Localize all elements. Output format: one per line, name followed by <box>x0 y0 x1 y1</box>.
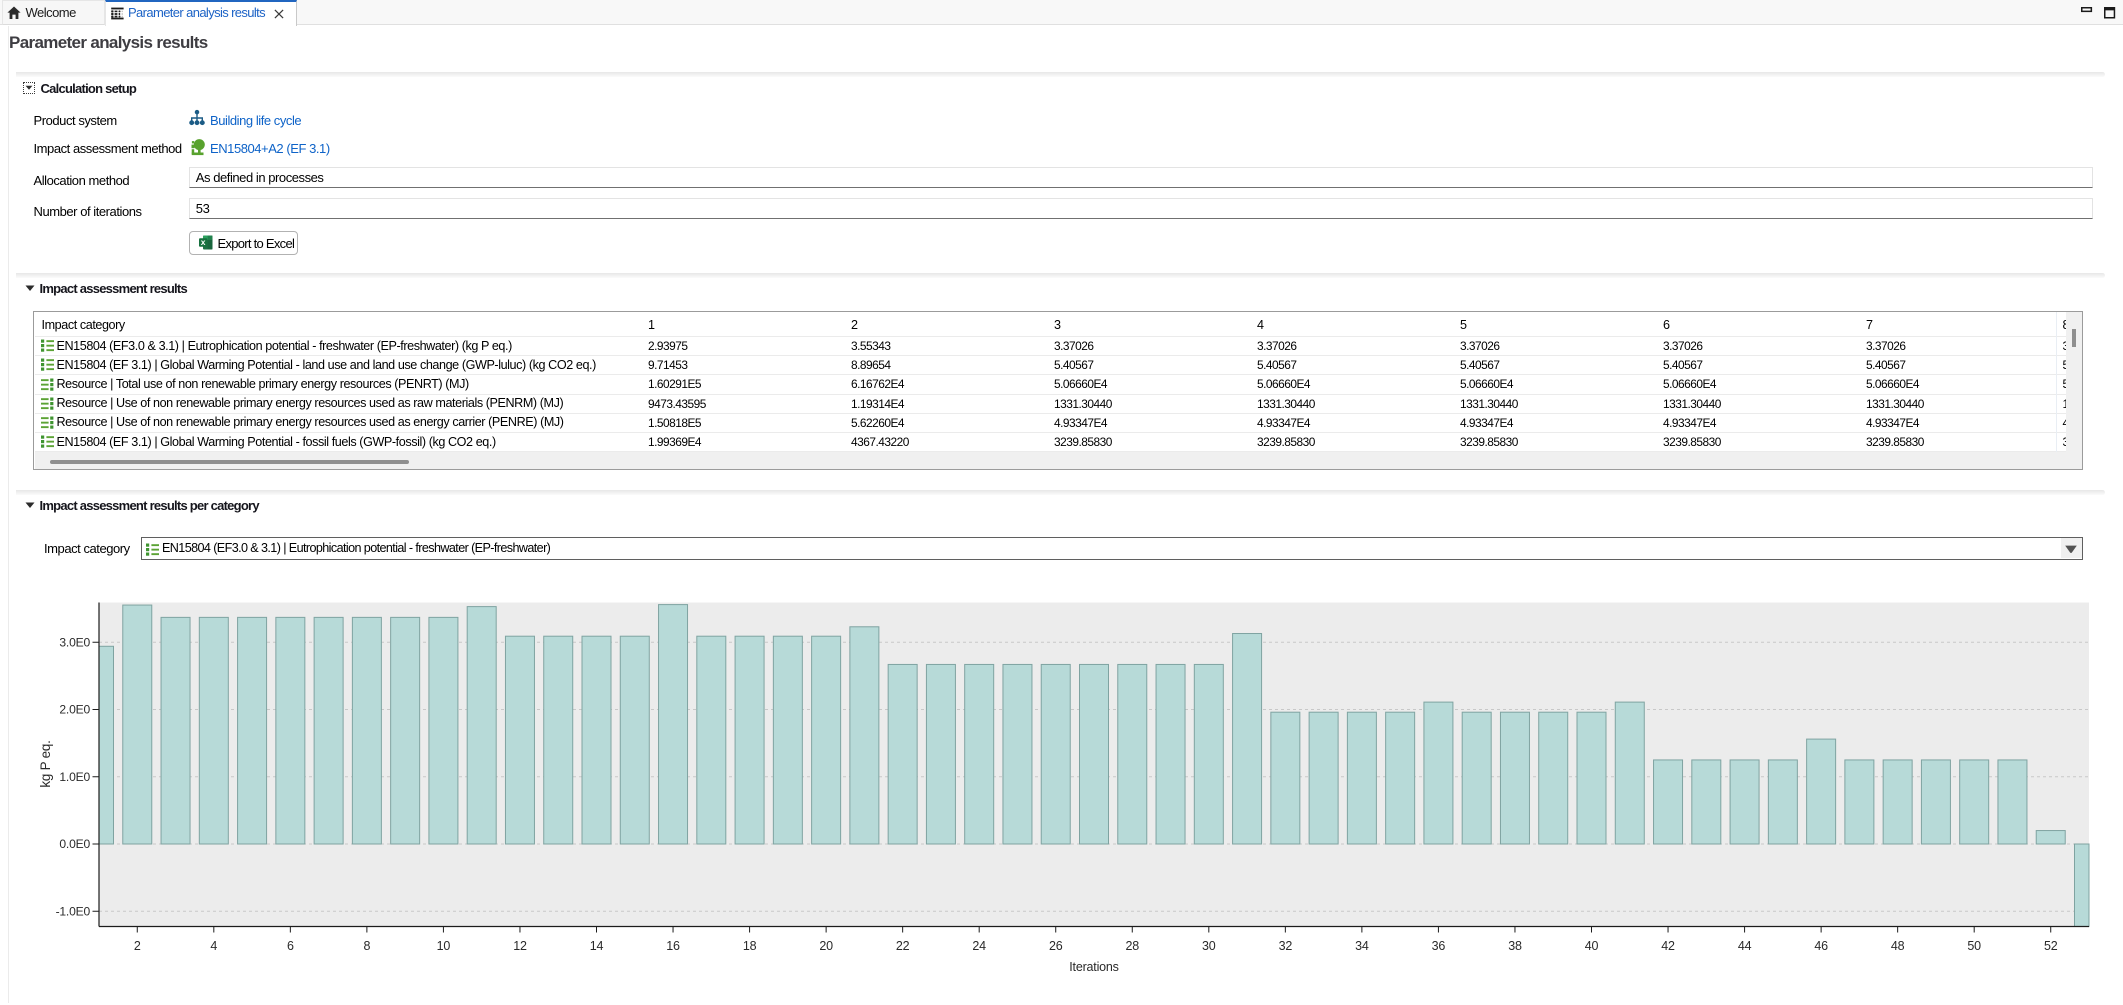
svg-text:22: 22 <box>896 939 910 953</box>
svg-text:6: 6 <box>287 939 294 953</box>
svg-text:44: 44 <box>1738 939 1752 953</box>
svg-text:x: x <box>201 237 206 247</box>
svg-text:50: 50 <box>1967 939 1981 953</box>
svg-text:48: 48 <box>1891 939 1905 953</box>
svg-text:30: 30 <box>1202 939 1216 953</box>
svg-text:34: 34 <box>1355 939 1369 953</box>
svg-text:28: 28 <box>1126 939 1140 953</box>
svg-text:kg P eq.: kg P eq. <box>38 740 53 787</box>
svg-text:1.0E0: 1.0E0 <box>59 770 90 784</box>
svg-text:52: 52 <box>2044 939 2058 953</box>
svg-text:40: 40 <box>1585 939 1599 953</box>
svg-text:Iterations: Iterations <box>1069 960 1118 974</box>
svg-text:0.0E0: 0.0E0 <box>59 837 90 851</box>
svg-text:18: 18 <box>743 939 757 953</box>
svg-text:10: 10 <box>437 939 451 953</box>
svg-text:8: 8 <box>363 939 370 953</box>
svg-text:26: 26 <box>1049 939 1063 953</box>
svg-text:14: 14 <box>590 939 604 953</box>
svg-text:36: 36 <box>1432 939 1446 953</box>
svg-text:2: 2 <box>134 939 141 953</box>
svg-text:46: 46 <box>1814 939 1828 953</box>
svg-text:3.0E0: 3.0E0 <box>59 635 90 649</box>
svg-text:4: 4 <box>210 939 217 953</box>
svg-text:12: 12 <box>513 939 527 953</box>
svg-text:24: 24 <box>972 939 986 953</box>
svg-text:16: 16 <box>666 939 680 953</box>
svg-text:38: 38 <box>1508 939 1522 953</box>
svg-text:32: 32 <box>1279 939 1293 953</box>
svg-text:2.0E0: 2.0E0 <box>59 703 90 717</box>
svg-text:20: 20 <box>819 939 833 953</box>
svg-text:42: 42 <box>1661 939 1675 953</box>
svg-text:-1.0E0: -1.0E0 <box>56 904 91 918</box>
